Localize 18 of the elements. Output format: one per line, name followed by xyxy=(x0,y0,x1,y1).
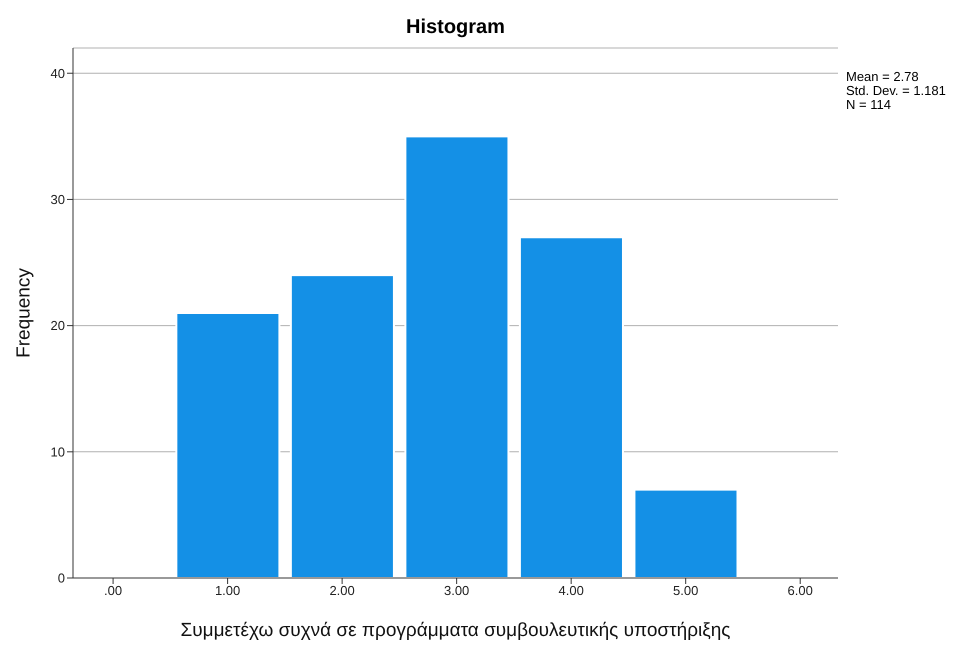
y-tick-label: 20 xyxy=(50,318,65,334)
y-tick-label: 30 xyxy=(50,192,65,208)
chart-title: Histogram xyxy=(405,16,506,39)
x-tick-label: .00 xyxy=(104,583,122,598)
x-tick-label: 1.00 xyxy=(214,583,240,598)
y-axis-title: Frequency xyxy=(14,268,35,358)
text: Mean = 2.78 xyxy=(846,69,920,84)
x-tick-label: 3.00 xyxy=(444,583,470,598)
y-tick-label: 0 xyxy=(58,570,65,586)
y-tick-label: 40 xyxy=(50,66,65,81)
text: Std. Dev. = 1.181 xyxy=(846,83,946,98)
x-tick-label: 5.00 xyxy=(673,583,698,598)
text: N = 114 xyxy=(846,97,892,112)
x-axis-title: Συμμετέχω συχνά σε προγράμματα συμβουλευτικής υποστήριξης xyxy=(180,620,730,641)
x-tick-label: 4.00 xyxy=(558,583,584,598)
x-tick-label: 2.00 xyxy=(329,583,355,598)
y-tick-label: 10 xyxy=(50,444,65,460)
x-tick-label: 6.00 xyxy=(788,583,813,598)
